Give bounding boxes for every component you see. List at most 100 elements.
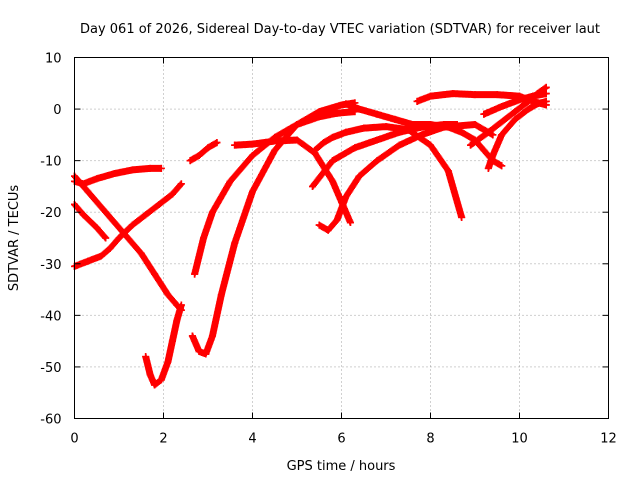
series-1 [71,164,165,188]
data-point [93,175,101,183]
data-point [173,317,181,325]
data-point [195,347,203,355]
data-point [395,128,403,136]
data-point [142,353,150,361]
data-point [315,221,323,229]
data-point [511,108,519,116]
data-point [333,109,341,117]
x-tick-labels: 0 2 4 6 8 10 12 [70,432,616,447]
y-tick-label: -60 [40,413,61,428]
data-point [329,177,337,185]
series-15 [484,97,550,172]
data-point [231,239,239,247]
data-point [427,121,434,129]
data-point [333,216,341,224]
data-point [480,146,488,154]
data-point [458,128,466,136]
data-point [373,157,381,165]
data-point [177,180,185,188]
data-point [168,190,176,198]
chart-title: Day 061 of 2026, Sidereal Day-to-day VTE… [80,22,600,37]
data-point [249,188,256,196]
data-point [204,144,212,152]
data-point [529,92,537,100]
data-point [342,128,350,136]
data-point [191,270,199,278]
series-8 [188,99,359,358]
data-point [444,123,452,131]
data-point [146,164,154,172]
data-point [311,146,319,154]
data-point [128,221,136,229]
data-point [128,166,136,174]
data-point [157,164,165,172]
series-17 [480,90,550,118]
y-tick-label: -20 [40,206,61,221]
data-point [342,100,350,108]
data-point [142,211,150,219]
x-tick-label: 6 [337,432,345,447]
data-point [533,100,541,108]
data-point [102,208,110,216]
data-point [427,141,434,149]
data-point [200,234,208,242]
data-point [102,234,110,242]
data-point [342,193,350,201]
data-point [164,291,172,299]
data-point [151,381,159,389]
data-point [186,157,194,165]
data-point [489,131,497,139]
data-point [409,121,417,129]
data-point [137,249,145,257]
data-point [249,140,256,148]
data-point [320,139,328,147]
x-tick-label: 2 [159,432,167,447]
data-point [346,219,354,227]
data-point [315,108,323,116]
data-point [164,358,172,366]
data-point [471,121,479,129]
data-point [208,208,216,216]
data-point [418,131,426,139]
data-point [480,110,488,118]
data-markers [71,83,550,389]
data-point [84,188,92,196]
data-point [355,172,363,180]
data-point [177,301,185,309]
x-tick-label: 0 [70,432,78,447]
data-point [106,244,114,252]
data-point [309,182,317,190]
data-point [151,270,159,278]
axis-ticks [74,57,609,419]
data-point [271,146,279,154]
series-6 [186,139,221,165]
data-point [157,376,165,384]
data-point [449,90,457,98]
data-point [484,164,492,172]
data-point [351,144,359,152]
data-point [249,151,256,159]
data-point [489,151,497,159]
y-tick-label: 0 [53,103,61,118]
x-axis-label: GPS time / hours [287,459,396,474]
y-tick-label: -30 [40,258,61,273]
data-point [453,121,461,129]
y-axis-label: SDTVAR / TECUs [7,185,22,292]
data-point [213,139,221,147]
data-point [395,141,403,149]
data-point [484,128,492,136]
data-point [115,234,123,242]
data-point [498,118,506,126]
y-tick-label: -50 [40,361,61,376]
data-point [471,91,479,99]
data-point [195,151,203,159]
data-point [458,213,466,221]
x-tick-label: 8 [426,432,434,447]
series-2 [71,172,185,314]
data-point [79,211,87,219]
data-point [168,337,176,345]
data-point [293,136,301,144]
data-point [84,257,92,265]
data-point [391,115,399,123]
data-point [329,157,337,165]
